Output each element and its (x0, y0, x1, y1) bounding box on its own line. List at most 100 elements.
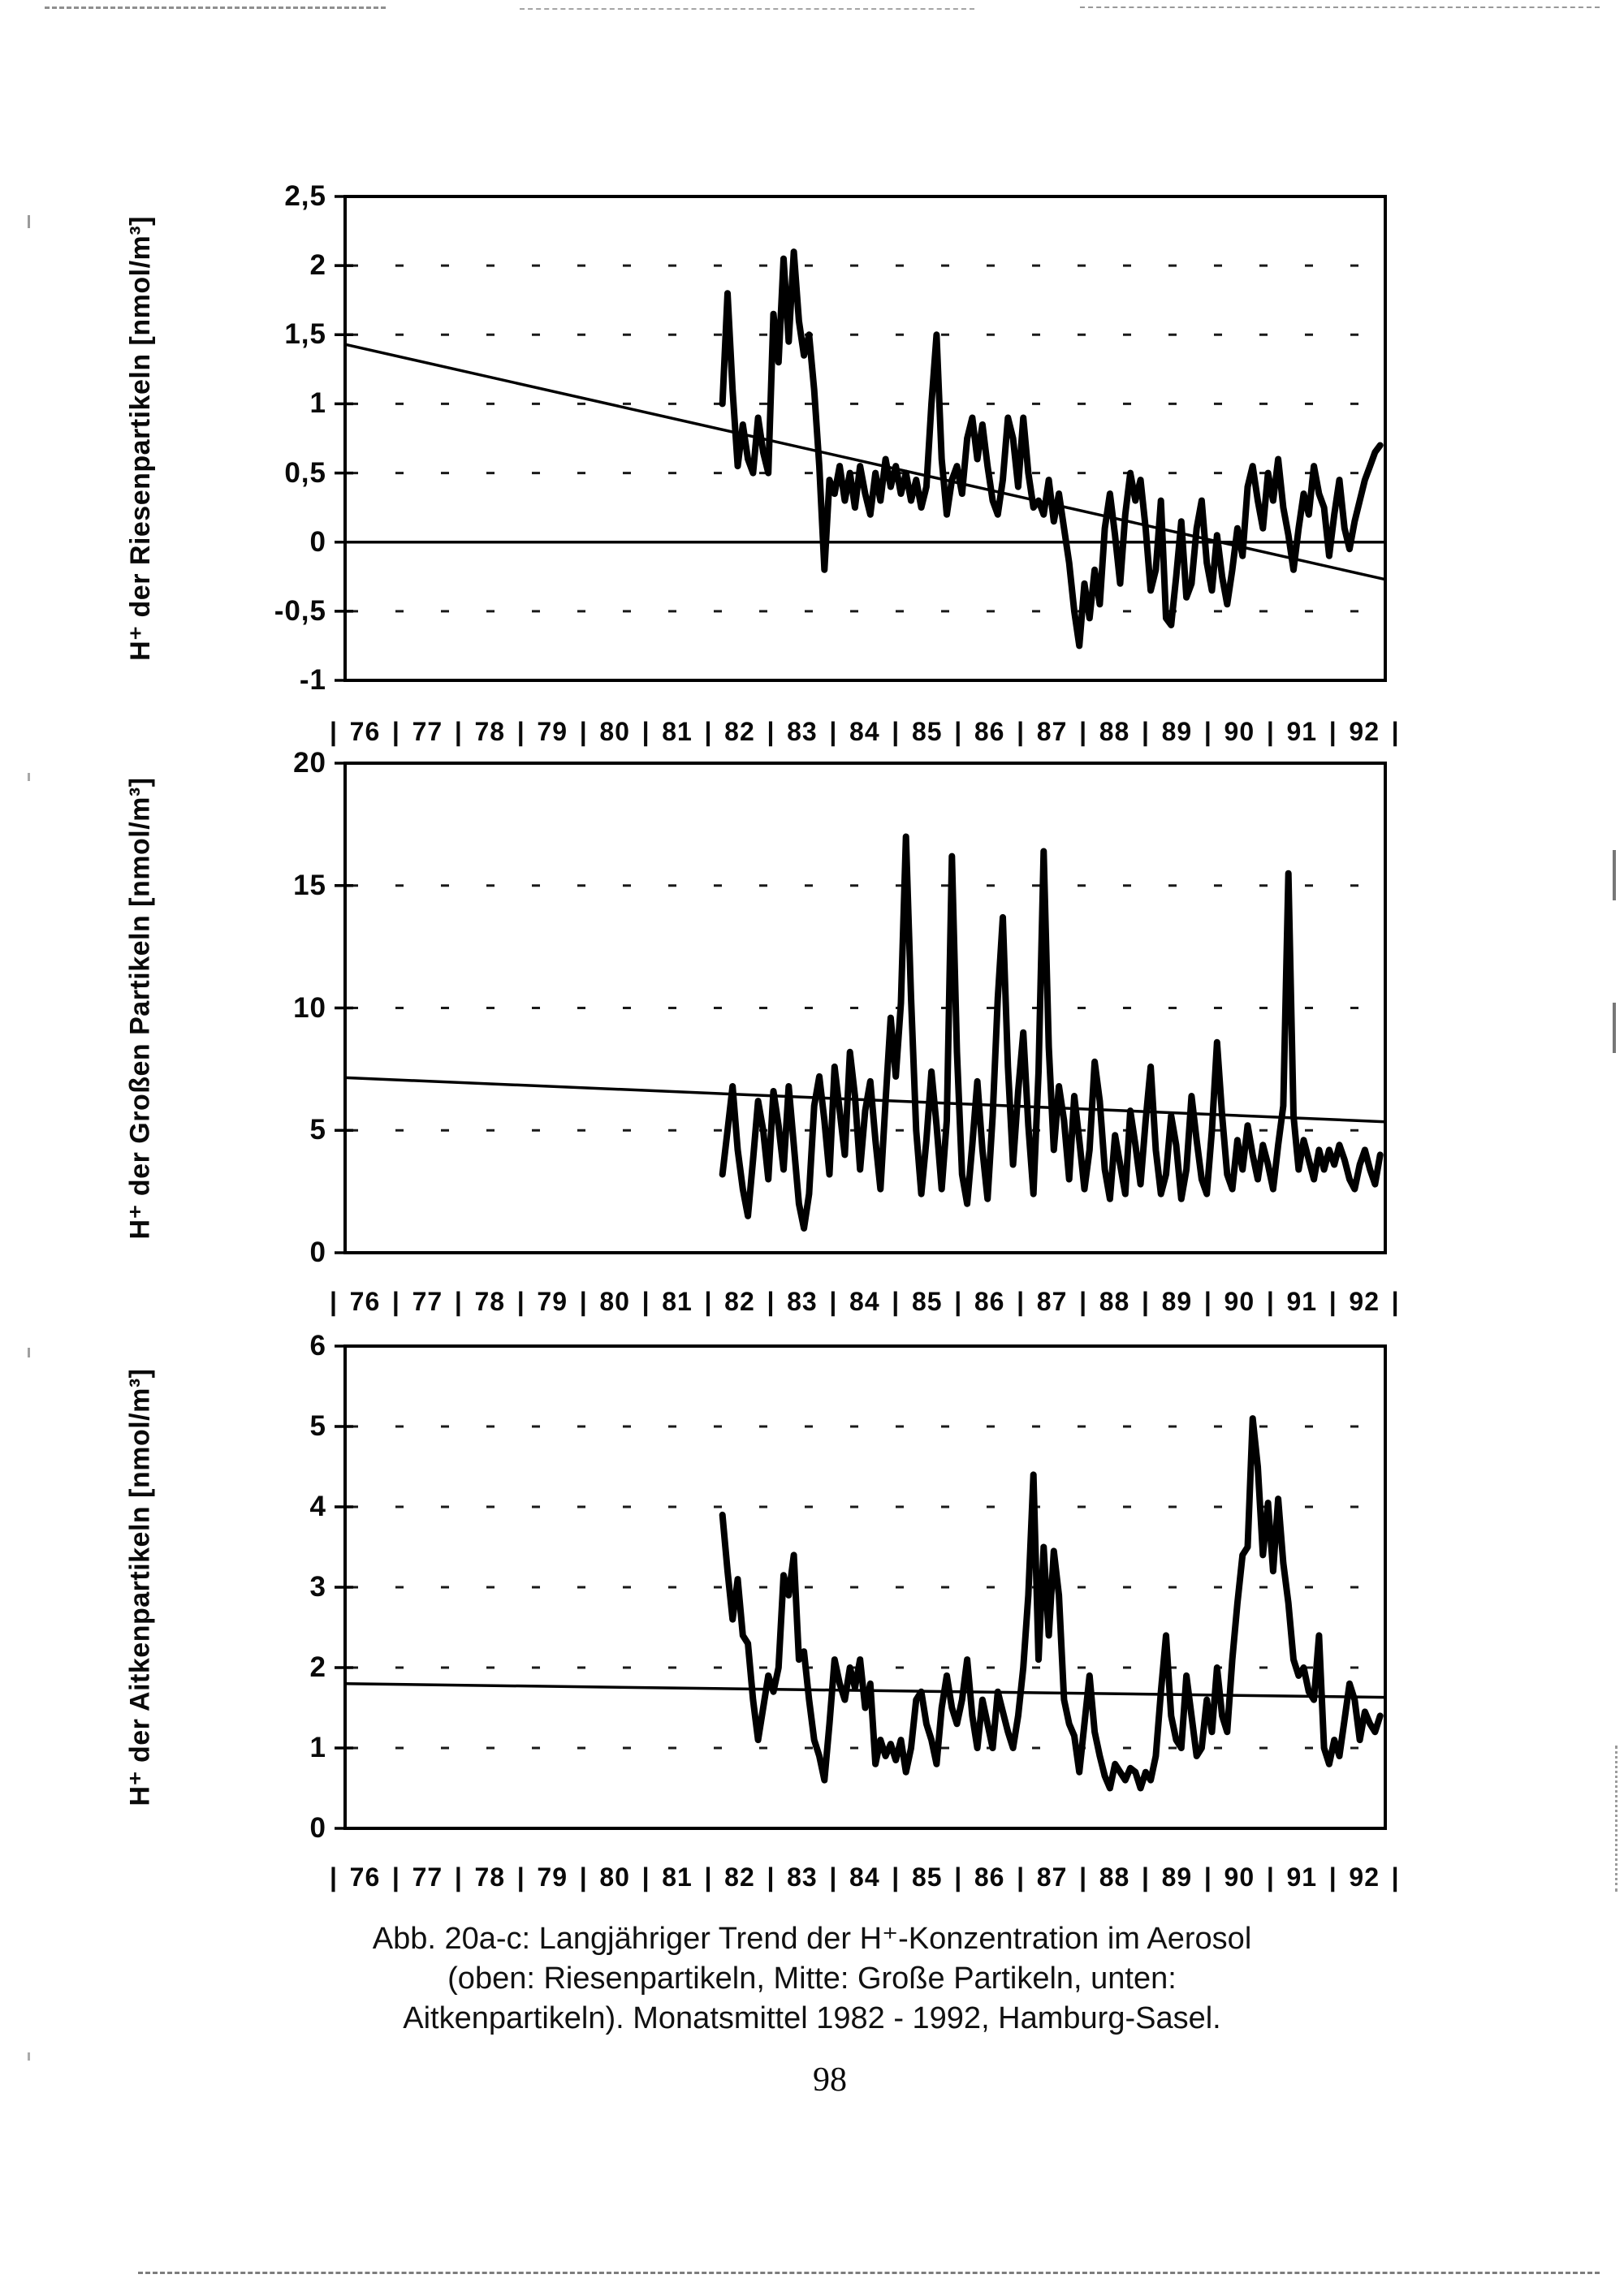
x-axis-year-label: 88 (1099, 716, 1130, 746)
x-axis-separator: | (641, 1286, 650, 1316)
figure-caption: Abb. 20a-c: Langjähriger Trend der H⁺-Ko… (244, 1919, 1380, 2039)
x-axis-year-label: 82 (724, 1862, 755, 1892)
y-tick-label: 6 (309, 1330, 326, 1362)
x-axis-year-label: 87 (1036, 1286, 1068, 1316)
x-axis-year-label: 87 (1036, 1862, 1068, 1892)
x-axis-separator: | (516, 716, 525, 746)
x-axis-year-label: 86 (974, 716, 1005, 746)
x-axis-separator: | (1266, 1286, 1275, 1316)
x-axis-year-label: 89 (1161, 716, 1193, 746)
x-axis-year-label: 79 (537, 1286, 568, 1316)
x-axis-separator: | (1391, 1862, 1400, 1892)
x-axis-separator: | (1203, 1286, 1212, 1316)
scan-artifact (45, 6, 386, 9)
figure-caption-line-3: Aitkenpartikeln). Monatsmittel 1982 - 19… (403, 2001, 1221, 2035)
x-axis-separator: | (1017, 1286, 1026, 1316)
x-axis-year-label: 82 (724, 716, 755, 746)
x-axis-year-label: 78 (474, 1286, 506, 1316)
x-axis-year-label: 90 (1224, 1286, 1255, 1316)
x-axis-separator: | (954, 1862, 963, 1892)
x-axis-separator: | (829, 1862, 838, 1892)
x-axis-separator: | (641, 1862, 650, 1892)
chart-grosse-partikeln (335, 762, 1387, 1254)
x-axis-separator: | (1017, 716, 1026, 746)
x-axis-separator: | (829, 716, 838, 746)
x-axis-separator: | (1079, 716, 1088, 746)
y-tick-label: 5 (309, 1410, 326, 1442)
y-tick-label: 2 (309, 1651, 326, 1683)
x-axis-separator: | (704, 716, 713, 746)
x-axis-separator: | (1266, 1862, 1275, 1892)
x-axis-separator: | (1141, 1862, 1150, 1892)
x-axis-year-label: 80 (599, 716, 630, 746)
x-axis-year-label: 83 (787, 1286, 818, 1316)
x-axis-year-label: 91 (1286, 1286, 1318, 1316)
y-tick-label: 1,5 (284, 318, 326, 351)
x-axis-year-label: 83 (787, 716, 818, 746)
x-axis-year-label: 86 (974, 1862, 1005, 1892)
x-axis-separator: | (767, 1862, 775, 1892)
plot-frame (343, 1344, 1387, 1830)
x-axis-separator: | (391, 1286, 400, 1316)
x-axis-separator: | (330, 1862, 338, 1892)
x-axis-year-label: 85 (911, 1862, 943, 1892)
x-axis-year-label: 82 (724, 1286, 755, 1316)
y-axis-title: H⁺ der Aitkenpartikeln [nmol/m³] (124, 1368, 156, 1806)
x-axis-year-label: 81 (662, 1286, 693, 1316)
x-axis-separator: | (391, 716, 400, 746)
x-axis-year-label: 90 (1224, 1862, 1255, 1892)
x-axis-separator: | (1203, 1862, 1212, 1892)
x-axis-row: | 76 | 77 | 78 | 79 | 80 | 81 | 82 | 83 | 84 | 85 | 86 | 87 | 88 |… (330, 1284, 1400, 1319)
x-axis-year-label: 87 (1036, 716, 1068, 746)
x-axis-separator: | (579, 1286, 588, 1316)
y-tick-label: 3 (309, 1571, 326, 1603)
figure-caption-line-1: Abb. 20a-c: Langjähriger Trend der H⁺-Ko… (372, 1922, 1252, 1956)
scan-artifact (1613, 1003, 1616, 1053)
plot-frame (343, 762, 1387, 1254)
page-number: 98 (813, 2061, 847, 2099)
y-tick-label: 20 (293, 747, 326, 779)
y-tick-label: 0 (309, 1236, 326, 1268)
x-axis-separator: | (454, 1862, 463, 1892)
x-axis-year-label: 81 (662, 1862, 693, 1892)
trend-line (344, 343, 1386, 581)
x-axis-year-label: 92 (1349, 716, 1380, 746)
x-axis-separator: | (641, 716, 650, 746)
x-axis-year-label: 83 (787, 1862, 818, 1892)
x-axis-separator: | (892, 716, 901, 746)
y-tick-label: 0 (309, 525, 326, 558)
x-axis-separator: | (579, 716, 588, 746)
scan-artifact (1080, 6, 1600, 8)
figure-caption-line-2: (oben: Riesenpartikeln, Mitte: Große Par… (447, 1962, 1177, 1996)
x-axis-year-label: 79 (537, 716, 568, 746)
x-axis-separator: | (704, 1286, 713, 1316)
x-axis-year-label: 88 (1099, 1862, 1130, 1892)
x-axis-row: | 76 | 77 | 78 | 79 | 80 | 81 | 82 | 83 | 84 | 85 | 86 | 87 | 88 |… (330, 1859, 1400, 1895)
scan-artifact (28, 2052, 30, 2061)
x-axis-year-label: 85 (911, 1286, 943, 1316)
x-axis-separator: | (1079, 1862, 1088, 1892)
x-axis-separator: | (1141, 1286, 1150, 1316)
x-axis-year-label: 91 (1286, 716, 1318, 746)
x-axis-separator: | (1079, 1286, 1088, 1316)
y-tick-label: 1 (309, 1732, 326, 1763)
scan-artifact (1615, 1746, 1620, 1892)
x-axis-year-label: 80 (599, 1862, 630, 1892)
x-axis-year-label: 89 (1161, 1862, 1193, 1892)
x-axis-separator: | (954, 1286, 963, 1316)
scan-artifact (138, 2272, 1600, 2274)
x-axis-separator: | (579, 1862, 588, 1892)
data-line (719, 248, 1384, 650)
x-axis-year-label: 89 (1161, 1286, 1193, 1316)
x-axis-year-label: 90 (1224, 716, 1255, 746)
x-axis-year-label: 77 (412, 716, 443, 746)
x-axis-separator: | (1141, 716, 1150, 746)
y-tick-label: 4 (309, 1491, 326, 1522)
x-axis-year-label: 78 (474, 716, 506, 746)
x-axis-year-label: 88 (1099, 1286, 1130, 1316)
x-axis-separator: | (1328, 716, 1337, 746)
x-axis-separator: | (516, 1286, 525, 1316)
x-axis-year-label: 92 (1349, 1862, 1380, 1892)
x-axis-year-label: 76 (349, 1862, 381, 1892)
